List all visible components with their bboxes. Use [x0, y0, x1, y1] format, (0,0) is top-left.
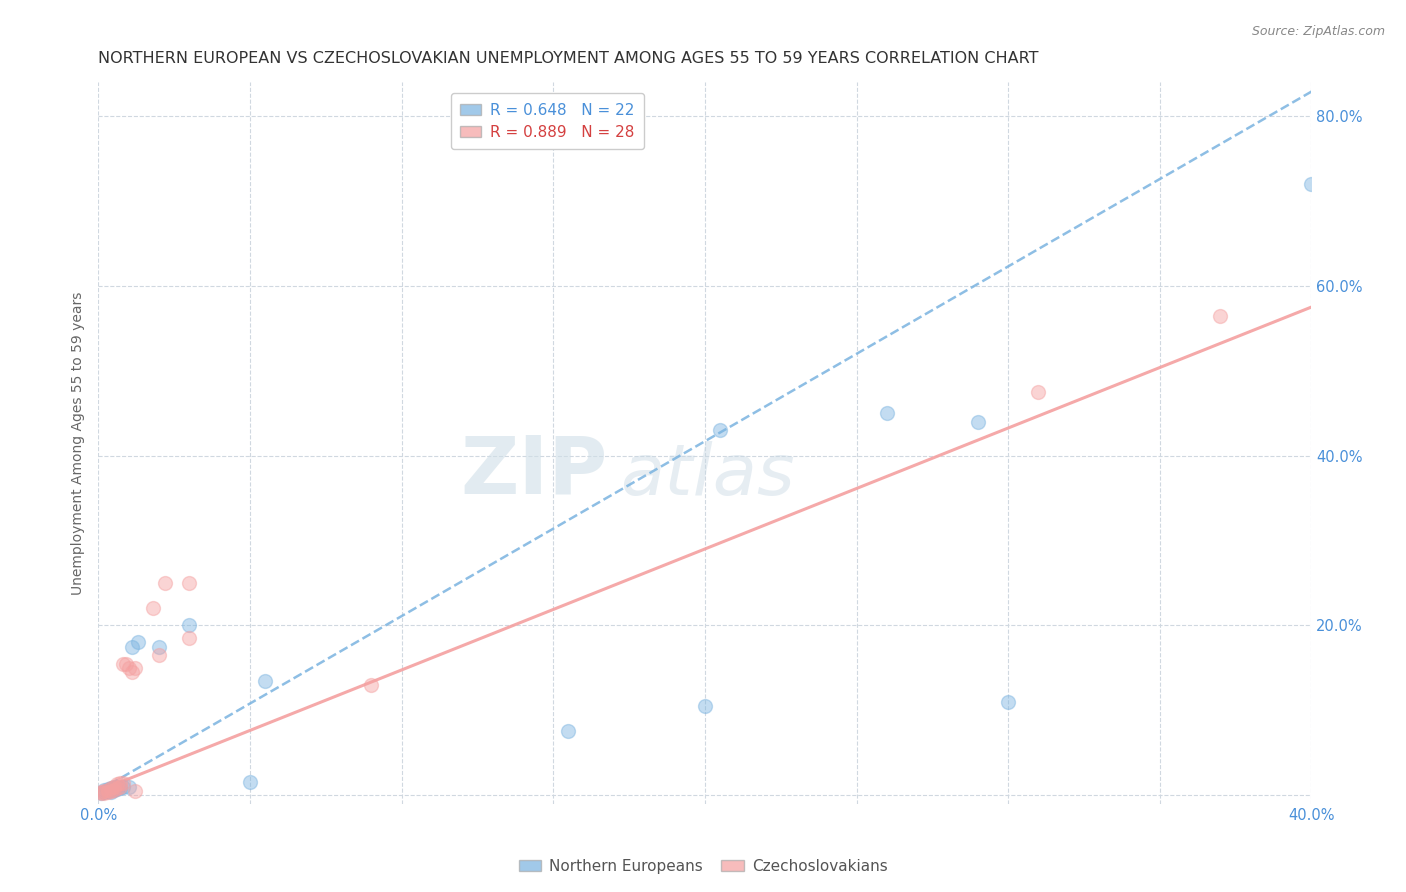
Point [148, 640, 170, 654]
Point [114, 657, 136, 671]
Point [118, 780, 141, 794]
Point [105, 777, 128, 791]
Text: ZIP: ZIP [461, 433, 607, 511]
Point [966, 415, 988, 429]
Text: Source: ZipAtlas.com: Source: ZipAtlas.com [1251, 25, 1385, 38]
Point [108, 776, 131, 790]
Point [127, 635, 149, 649]
Point [1209, 309, 1232, 323]
Point [96, 784, 118, 798]
Point [96, 782, 118, 797]
Point [121, 640, 143, 654]
Point [100, 781, 122, 796]
Point [103, 783, 125, 797]
Y-axis label: Unemployment Among Ages 55 to 59 years: Unemployment Among Ages 55 to 59 years [72, 291, 86, 595]
Point [179, 631, 201, 645]
Point [557, 724, 579, 739]
Text: atlas: atlas [620, 441, 794, 510]
Point [93, 783, 115, 797]
Point [997, 695, 1019, 709]
Point [90, 785, 112, 799]
Point [90, 786, 112, 800]
Point [103, 780, 125, 794]
Point [93, 786, 115, 800]
Point [105, 782, 128, 797]
Point [103, 780, 125, 795]
Point [121, 665, 143, 679]
Legend: R = 0.648   N = 22, R = 0.889   N = 28: R = 0.648 N = 22, R = 0.889 N = 28 [450, 94, 644, 149]
Point [100, 781, 122, 796]
Point [93, 784, 115, 798]
Point [239, 775, 262, 789]
Point [96, 785, 118, 799]
Point [148, 648, 170, 662]
Point [111, 776, 134, 790]
Point [693, 698, 716, 713]
Text: NORTHERN EUROPEAN VS CZECHOSLOVAKIAN UNEMPLOYMENT AMONG AGES 55 TO 59 YEARS CORR: NORTHERN EUROPEAN VS CZECHOSLOVAKIAN UNE… [98, 51, 1039, 66]
Point [96, 783, 118, 797]
Point [1301, 177, 1323, 191]
Point [118, 661, 141, 675]
Point [1028, 384, 1050, 399]
Point [876, 406, 898, 420]
Point [93, 785, 115, 799]
Point [90, 786, 112, 800]
Point [105, 781, 128, 796]
Point [108, 781, 131, 796]
Point [105, 780, 128, 794]
Point [103, 783, 125, 797]
Point [124, 661, 146, 675]
Point [124, 784, 146, 798]
Point [153, 576, 176, 591]
Point [142, 601, 165, 615]
Point [100, 784, 122, 798]
Point [709, 423, 731, 437]
Point [111, 780, 134, 794]
Point [111, 657, 134, 671]
Point [179, 576, 201, 591]
Legend: Northern Europeans, Czechoslovakians: Northern Europeans, Czechoslovakians [512, 853, 894, 880]
Point [100, 785, 122, 799]
Point [254, 673, 277, 688]
Point [179, 618, 201, 632]
Point [108, 780, 131, 794]
Point [360, 678, 382, 692]
